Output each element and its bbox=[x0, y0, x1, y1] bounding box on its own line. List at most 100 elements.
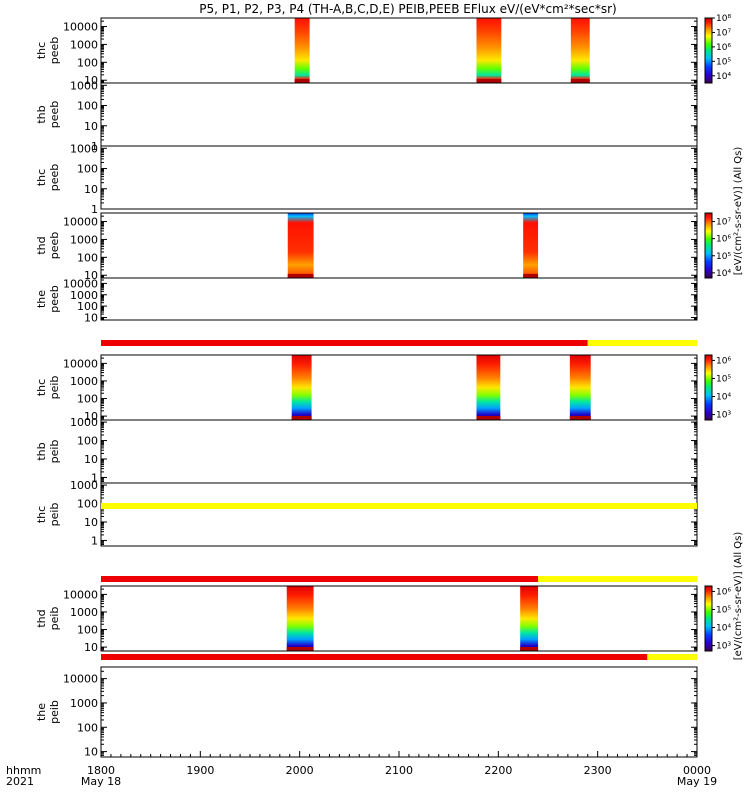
flag-segment-yellow bbox=[538, 576, 697, 582]
x-tick-label: 2100 bbox=[385, 764, 413, 777]
colorbar-tick-label: 10⁸ bbox=[716, 14, 731, 24]
spectrogram-block bbox=[287, 213, 314, 278]
y-tick-label: 10 bbox=[84, 516, 98, 529]
panel-probe-label: thb bbox=[35, 105, 48, 123]
panel-frame bbox=[100, 666, 698, 758]
spectrogram-block bbox=[570, 18, 590, 83]
colorbar-units-bottom: [eV/(cm²-s-sr-eV)] (All Qs) bbox=[733, 532, 744, 661]
flag-segment-red bbox=[101, 576, 539, 582]
y-tick-label: 100 bbox=[77, 100, 98, 113]
panel-frame bbox=[100, 585, 698, 652]
colorbar-thc-peeb: 10⁴ 10⁵ 10⁶ 10⁷ 10⁸ bbox=[704, 14, 731, 84]
colorbar-tick-label: 10³ bbox=[716, 642, 731, 652]
flag-bars-layer bbox=[101, 340, 697, 660]
y-tick-label: 100 bbox=[77, 56, 98, 69]
x-axis-label-year: 2021 bbox=[6, 775, 34, 788]
y-tick-label: 1 bbox=[91, 140, 98, 153]
block-base bbox=[570, 79, 590, 83]
colorbar-tick-label: 10⁷ bbox=[716, 218, 731, 228]
panel-frame bbox=[100, 419, 698, 484]
y-tick-label: 100 bbox=[77, 624, 98, 637]
colorbars-layer: 10⁴10⁵10⁶10⁷10⁸10⁴10⁵10⁶10⁷10³10⁴10⁵10⁶1… bbox=[704, 14, 731, 652]
block-base bbox=[294, 79, 310, 83]
figure-title: P5, P1, P2, P3, P4 (TH-A,B,C,D,E) PEIB,P… bbox=[199, 2, 616, 16]
panel-probe-label: thc bbox=[35, 42, 48, 59]
y-tick-label: 1000 bbox=[70, 375, 98, 388]
y-tick-label: 1000 bbox=[70, 479, 98, 492]
block-base bbox=[291, 416, 312, 420]
colorbar-tick-label: 10⁵ bbox=[716, 374, 731, 384]
y-tick-label: 10 bbox=[84, 74, 98, 87]
spectrogram-block bbox=[569, 355, 591, 420]
colorbar-bar bbox=[704, 17, 713, 84]
y-tick-label: 10 bbox=[84, 410, 98, 423]
panel-probe-label: thd bbox=[35, 609, 48, 627]
panel-species-label: peeb bbox=[48, 164, 61, 192]
panel-species-label: peib bbox=[48, 440, 61, 464]
panel-frame bbox=[100, 354, 698, 421]
panel-species-label: peeb bbox=[48, 37, 61, 65]
y-tick-label: 100 bbox=[77, 251, 98, 264]
y-tick-label: 10 bbox=[84, 641, 98, 654]
colorbar-tick-label: 10⁶ bbox=[716, 43, 731, 53]
colorbar-tick-label: 10⁴ bbox=[716, 269, 731, 279]
x-axis-label-hhmm: hhmm bbox=[6, 764, 41, 777]
y-tick-label: 100 bbox=[77, 393, 98, 406]
spectrogram-block bbox=[291, 355, 312, 420]
colorbar-thd-peeb: 10⁴ 10⁵ 10⁶ 10⁷ bbox=[704, 212, 731, 279]
x-tick-label: 2300 bbox=[584, 764, 612, 777]
y-tick-label: 1000 bbox=[70, 233, 98, 246]
panel-species-label: peeb bbox=[48, 101, 61, 129]
block-base bbox=[476, 79, 502, 83]
spectrogram-block bbox=[476, 18, 502, 83]
spectrogram-block bbox=[286, 586, 314, 651]
panel-frame bbox=[100, 212, 698, 279]
panel-thc-peib: 1 10 100 1000 thc peib bbox=[35, 479, 698, 547]
block-base bbox=[287, 274, 314, 278]
panel-thb-peib: 1 10 100 1000 thb peib bbox=[35, 416, 698, 484]
panel-species-label: peib bbox=[48, 503, 61, 527]
panel-thd-peib: 10 100 1000 10000 thd peib bbox=[35, 585, 698, 654]
spectrogram-block bbox=[294, 18, 310, 83]
y-tick-label: 10 bbox=[84, 183, 98, 196]
x-date-label-start: May 18 bbox=[81, 775, 121, 788]
y-tick-label: 1000 bbox=[70, 416, 98, 429]
panel-thc-peeb: 1 10 100 1000 thc peeb bbox=[35, 142, 698, 216]
y-tick-label: 100 bbox=[77, 435, 98, 448]
colorbar-units-top: [eV/(cm²-s-sr-eV)] (All Qs) bbox=[733, 147, 744, 276]
spectrogram-block bbox=[520, 586, 539, 651]
x-date-label-end: May 19 bbox=[677, 775, 717, 788]
flag-segment-yellow bbox=[101, 503, 697, 509]
y-tick-label: 100 bbox=[77, 721, 98, 734]
panel-thc-peeb: 10 100 1000 10000 thc peeb bbox=[35, 17, 698, 87]
y-tick-label: 10000 bbox=[63, 21, 98, 34]
colorbar-tick-label: 10⁵ bbox=[716, 57, 731, 67]
panel-probe-label: thb bbox=[35, 442, 48, 460]
x-tick-label: 1800 bbox=[87, 764, 115, 777]
panel-the-peib: 10 100 1000 10000 the peib bbox=[35, 666, 698, 759]
flag-bar bbox=[101, 503, 697, 509]
flag-segment-yellow bbox=[587, 340, 697, 346]
y-tick-label: 1 bbox=[91, 203, 98, 216]
y-tick-label: 10 bbox=[84, 311, 98, 324]
panel-probe-label: thc bbox=[35, 169, 48, 186]
y-tick-label: 1000 bbox=[70, 38, 98, 51]
flag-bar bbox=[101, 340, 697, 346]
x-axis: 1800 1900 2000 2100 2200 2300 0000 May 18 May 19 bbox=[81, 751, 717, 788]
y-tick-label: 10 bbox=[84, 453, 98, 466]
panel-frame bbox=[100, 277, 698, 321]
panel-thc-peib: 10 100 1000 10000 thc peib bbox=[35, 354, 698, 423]
y-tick-label: 10 bbox=[84, 746, 98, 759]
colorbar-bar bbox=[704, 585, 713, 652]
panel-species-label: peeb bbox=[48, 285, 61, 313]
y-tick-label: 10000 bbox=[63, 588, 98, 601]
block-base bbox=[520, 647, 539, 651]
y-tick-label: 1 bbox=[91, 534, 98, 547]
colorbar-tick-label: 10⁵ bbox=[716, 605, 731, 615]
y-tick-label: 1000 bbox=[70, 606, 98, 619]
panel-frame bbox=[100, 145, 698, 210]
x-tick-label: 2200 bbox=[484, 764, 512, 777]
flag-segment-yellow bbox=[647, 654, 697, 660]
